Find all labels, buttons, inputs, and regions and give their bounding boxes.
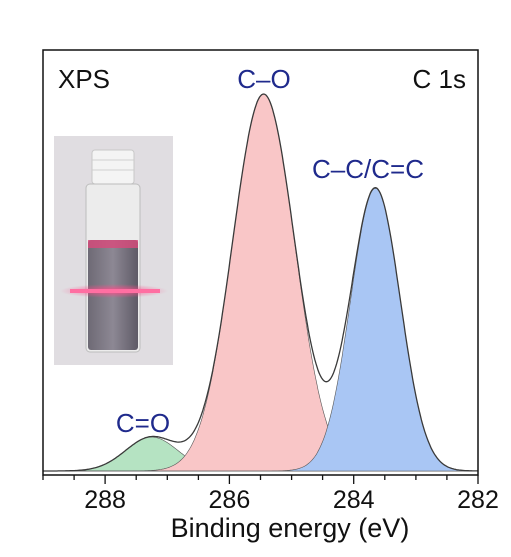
x-tick-label: 282	[457, 486, 499, 514]
c1s-label: C 1s	[413, 64, 466, 94]
peak-label-c-o: C–O	[237, 64, 290, 94]
envelope-curve	[43, 93, 478, 472]
vial-inset-photo	[54, 136, 173, 365]
peak-label-c-c: C–C/C=C	[312, 154, 424, 184]
peak-label-c-o-double: C=O	[116, 408, 170, 438]
x-tick-label: 286	[209, 486, 251, 514]
x-tick-label: 288	[84, 486, 126, 514]
x-axis-ticks: 288 286 284 282	[42, 475, 499, 514]
x-axis-title: Binding energy (eV)	[171, 513, 410, 543]
x-tick-label: 284	[333, 486, 375, 514]
xps-label: XPS	[58, 64, 110, 94]
